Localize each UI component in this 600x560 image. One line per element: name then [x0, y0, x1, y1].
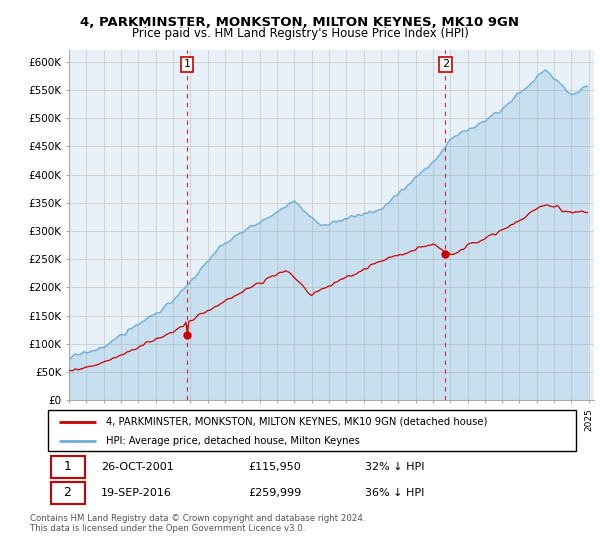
Text: £259,999: £259,999 [248, 488, 302, 498]
Text: 4, PARKMINSTER, MONKSTON, MILTON KEYNES, MK10 9GN: 4, PARKMINSTER, MONKSTON, MILTON KEYNES,… [80, 16, 520, 29]
Text: Contains HM Land Registry data © Crown copyright and database right 2024.
This d: Contains HM Land Registry data © Crown c… [30, 514, 365, 534]
Text: 2: 2 [64, 487, 71, 500]
Text: HPI: Average price, detached house, Milton Keynes: HPI: Average price, detached house, Milt… [106, 436, 360, 446]
FancyBboxPatch shape [50, 456, 85, 478]
Text: 1: 1 [64, 460, 71, 473]
Text: £115,950: £115,950 [248, 462, 301, 472]
Text: 32% ↓ HPI: 32% ↓ HPI [365, 462, 424, 472]
Text: 2: 2 [442, 59, 449, 69]
Text: 4, PARKMINSTER, MONKSTON, MILTON KEYNES, MK10 9GN (detached house): 4, PARKMINSTER, MONKSTON, MILTON KEYNES,… [106, 417, 487, 427]
Text: 26-OCT-2001: 26-OCT-2001 [101, 462, 173, 472]
Text: 19-SEP-2016: 19-SEP-2016 [101, 488, 172, 498]
Text: Price paid vs. HM Land Registry's House Price Index (HPI): Price paid vs. HM Land Registry's House … [131, 27, 469, 40]
FancyBboxPatch shape [50, 482, 85, 503]
Text: 36% ↓ HPI: 36% ↓ HPI [365, 488, 424, 498]
Text: 1: 1 [184, 59, 191, 69]
